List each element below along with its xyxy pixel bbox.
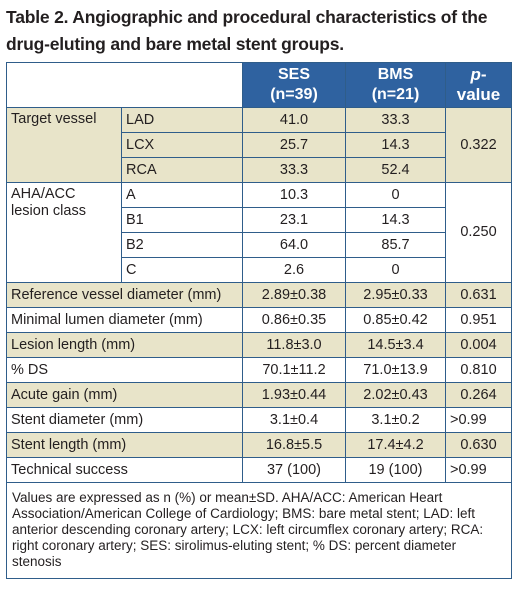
table-row: Stent diameter (mm) 3.1±0.4 3.1±0.2 >0.9… xyxy=(6,407,512,433)
ses-value: 3.1±0.4 xyxy=(242,407,346,433)
p-value: 0.630 xyxy=(445,432,512,458)
bms-value: 85.7 xyxy=(345,232,446,258)
table-caption: Table 2. Angiographic and procedural cha… xyxy=(6,7,488,54)
sub-label: C xyxy=(121,257,243,283)
group-label-target-vessel: Target vessel xyxy=(6,107,122,183)
row-label: % DS xyxy=(6,357,243,383)
table-row: Technical success 37 (100) 19 (100) >0.9… xyxy=(6,457,512,483)
table-row: Target vessel LAD 41.0 33.3 0.322 xyxy=(6,107,512,183)
p-value: >0.99 xyxy=(445,407,512,433)
ses-value: 0.86±0.35 xyxy=(242,307,346,333)
p-value: 0.631 xyxy=(445,282,512,308)
ses-value: 16.8±5.5 xyxy=(242,432,346,458)
bms-value: 19 (100) xyxy=(345,457,446,483)
bms-value: 71.0±13.9 xyxy=(345,357,446,383)
row-label: Minimal lumen diameter (mm) xyxy=(6,307,243,333)
table-row: Stent length (mm) 16.8±5.5 17.4±4.2 0.63… xyxy=(6,432,512,458)
table-row: B2 64.0 85.7 xyxy=(7,232,512,258)
sub-label: RCA xyxy=(121,157,243,183)
ses-value: 70.1±11.2 xyxy=(242,357,346,383)
bms-value: 2.02±0.43 xyxy=(345,382,446,408)
sub-label: B2 xyxy=(121,232,243,258)
table-row: RCA 33.3 52.4 xyxy=(7,157,512,183)
bms-value: 0.85±0.42 xyxy=(345,307,446,333)
p-value: 0.951 xyxy=(445,307,512,333)
table-row: Lesion length (mm) 11.8±3.0 14.5±3.4 0.0… xyxy=(6,332,512,358)
p-value: 0.004 xyxy=(445,332,512,358)
ses-value: 37 (100) xyxy=(242,457,346,483)
bms-value: 0 xyxy=(345,257,446,283)
bms-value: 33.3 xyxy=(345,107,446,133)
data-table: SES (n=39) BMS (n=21) p-value Target ves… xyxy=(6,62,512,579)
p-value: 0.250 xyxy=(445,182,512,283)
group-label-lesion-class: AHA/ACC lesion class xyxy=(6,182,122,283)
header-ses: SES (n=39) xyxy=(242,62,346,108)
row-label: Lesion length (mm) xyxy=(6,332,243,358)
sub-label: LAD xyxy=(121,107,243,133)
sub-label: LCX xyxy=(121,132,243,158)
ses-value: 41.0 xyxy=(242,107,346,133)
p-value: 0.264 xyxy=(445,382,512,408)
table-row: % DS 70.1±11.2 71.0±13.9 0.810 xyxy=(6,357,512,383)
row-label: Reference vessel diameter (mm) xyxy=(6,282,243,308)
sub-label: A xyxy=(121,182,243,208)
table-row: Reference vessel diameter (mm) 2.89±0.38… xyxy=(6,282,512,308)
ses-value: 11.8±3.0 xyxy=(242,332,346,358)
row-label: Stent length (mm) xyxy=(6,432,243,458)
p-value: 0.322 xyxy=(445,107,512,183)
bms-value: 14.3 xyxy=(345,207,446,233)
table-row: LCX 25.7 14.3 xyxy=(7,132,512,158)
table-row: AHA/ACC lesion class A 10.3 0 0.250 xyxy=(6,182,512,283)
row-label: Technical success xyxy=(6,457,243,483)
ses-value: 64.0 xyxy=(242,232,346,258)
bms-value: 2.95±0.33 xyxy=(345,282,446,308)
table-row: Acute gain (mm) 1.93±0.44 2.02±0.43 0.26… xyxy=(6,382,512,408)
table-row: Minimal lumen diameter (mm) 0.86±0.35 0.… xyxy=(6,307,512,333)
ses-value: 25.7 xyxy=(242,132,346,158)
header-blank-cell xyxy=(6,62,243,108)
ses-value: 2.6 xyxy=(242,257,346,283)
bms-value: 14.5±3.4 xyxy=(345,332,446,358)
sub-label: B1 xyxy=(121,207,243,233)
row-label: Stent diameter (mm) xyxy=(6,407,243,433)
bms-value: 17.4±4.2 xyxy=(345,432,446,458)
footnote-row: Values are expressed as n (%) or mean±SD… xyxy=(6,482,512,579)
ses-value: 2.89±0.38 xyxy=(242,282,346,308)
ses-value: 23.1 xyxy=(242,207,346,233)
bms-value: 0 xyxy=(345,182,446,208)
ses-value: 10.3 xyxy=(242,182,346,208)
table-footnote: Values are expressed as n (%) or mean±SD… xyxy=(6,482,512,579)
header-bms: BMS (n=21) xyxy=(345,62,446,108)
header-p-value: p-value xyxy=(445,62,512,108)
ses-value: 1.93±0.44 xyxy=(242,382,346,408)
table-row: B1 23.1 14.3 xyxy=(7,207,512,233)
ses-value: 33.3 xyxy=(242,157,346,183)
row-label: Acute gain (mm) xyxy=(6,382,243,408)
p-value: 0.810 xyxy=(445,357,512,383)
bms-value: 3.1±0.2 xyxy=(345,407,446,433)
bms-value: 52.4 xyxy=(345,157,446,183)
header-row: SES (n=39) BMS (n=21) p-value xyxy=(6,62,512,108)
bms-value: 14.3 xyxy=(345,132,446,158)
p-value: >0.99 xyxy=(445,457,512,483)
